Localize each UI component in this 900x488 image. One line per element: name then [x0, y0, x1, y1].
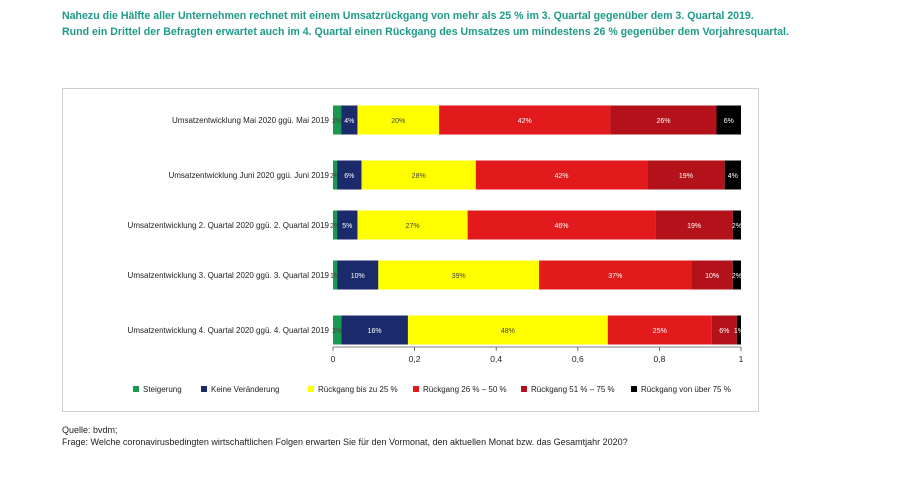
- bar-segment: [407, 315, 608, 345]
- data-label: 48%: [501, 328, 515, 335]
- data-label: 6%: [344, 173, 354, 180]
- data-label: 28%: [412, 173, 426, 180]
- data-label: 19%: [679, 173, 693, 180]
- data-label: 2%: [330, 173, 340, 180]
- bar-segment: [716, 105, 741, 135]
- question-line: Frage: Welche coronavirusbedingten wirts…: [62, 437, 628, 447]
- data-label: 2%: [332, 328, 342, 335]
- bar-segment: [607, 315, 712, 345]
- category-label: Umsatzentwicklung Juni 2020 ggü. Juni 20…: [168, 171, 329, 180]
- data-label: 2%: [332, 118, 342, 125]
- bar-segment: [467, 210, 656, 240]
- x-tick-label: 0,4: [490, 354, 502, 364]
- data-label: 5%: [342, 223, 352, 230]
- x-tick-label: 0: [331, 354, 336, 364]
- bar-segment: [732, 260, 741, 290]
- data-label: 39%: [452, 273, 466, 280]
- bar-segment: [341, 105, 358, 135]
- legend-label: Steigerung: [143, 385, 182, 394]
- data-label: 1%: [330, 273, 340, 280]
- bar-segment: [333, 210, 338, 240]
- headline: Nahezu die Hälfte aller Unternehmen rech…: [62, 8, 882, 40]
- bar-segment: [655, 210, 733, 240]
- legend-swatch: [133, 386, 139, 392]
- data-label: 42%: [518, 118, 532, 125]
- bar-segment: [732, 210, 741, 240]
- x-tick-label: 0,6: [572, 354, 584, 364]
- data-label: 16%: [368, 328, 382, 335]
- data-label: 46%: [554, 223, 568, 230]
- data-label: 2%: [732, 273, 742, 280]
- category-label: Umsatzentwicklung 3. Quartal 2020 ggü. 3…: [128, 271, 330, 280]
- legend-label: Rückgang von über 75 %: [641, 385, 731, 394]
- bar-segment: [357, 210, 468, 240]
- data-label: 25%: [653, 328, 667, 335]
- legend-swatch: [308, 386, 314, 392]
- bar-segment: [333, 160, 338, 190]
- bar-segment: [333, 260, 338, 290]
- legend-label: Rückgang 51 % – 75 %: [531, 385, 615, 394]
- bar-segment: [341, 315, 408, 345]
- data-label: 6%: [724, 118, 734, 125]
- legend-label: Rückgang 26 % – 50 %: [423, 385, 507, 394]
- stacked-bar-chart: Umsatzentwicklung Mai 2020 ggü. Mai 2019…: [128, 105, 744, 394]
- data-label: 26%: [656, 118, 670, 125]
- data-label: 10%: [351, 273, 365, 280]
- category-label: Umsatzentwicklung 4. Quartal 2020 ggü. 4…: [128, 326, 330, 335]
- category-label: Umsatzentwicklung Mai 2020 ggü. Mai 2019: [172, 116, 330, 125]
- source-line: Quelle: bvdm;: [62, 425, 118, 435]
- data-label: 4%: [728, 173, 738, 180]
- bar-segment: [539, 260, 692, 290]
- data-label: 2%: [330, 223, 340, 230]
- bar-segment: [337, 260, 379, 290]
- chart-frame: Umsatzentwicklung Mai 2020 ggü. Mai 2019…: [62, 88, 759, 412]
- legend-swatch: [413, 386, 419, 392]
- bar-segment: [439, 105, 611, 135]
- data-label: 2%: [732, 223, 742, 230]
- data-label: 1%: [734, 328, 744, 335]
- x-tick-label: 1: [739, 354, 744, 364]
- legend-label: Rückgang bis zu 25 %: [318, 385, 398, 394]
- legend-swatch: [201, 386, 207, 392]
- x-tick-label: 0,2: [409, 354, 421, 364]
- legend-swatch: [631, 386, 637, 392]
- bar-segment: [378, 260, 540, 290]
- source-note: Quelle: bvdm; Frage: Welche coronavirusb…: [62, 424, 628, 448]
- data-label: 20%: [391, 118, 405, 125]
- x-tick-label: 0,8: [653, 354, 665, 364]
- bar-segment: [475, 160, 648, 190]
- legend-label: Keine Veränderung: [211, 385, 280, 394]
- bar-segment: [711, 315, 737, 345]
- bar-segment: [333, 105, 342, 135]
- headline-line-2: Rund ein Drittel der Befragten erwartet …: [62, 26, 789, 38]
- bar-segment: [647, 160, 725, 190]
- category-label: Umsatzentwicklung 2. Quartal 2020 ggü. 2…: [128, 221, 330, 230]
- data-label: 10%: [705, 273, 719, 280]
- data-label: 42%: [554, 173, 568, 180]
- bar-segment: [724, 160, 741, 190]
- data-label: 6%: [719, 328, 729, 335]
- data-label: 4%: [344, 118, 354, 125]
- bar-segment: [736, 315, 741, 345]
- bar-segment: [337, 210, 358, 240]
- bar-segment: [337, 160, 362, 190]
- legend-swatch: [521, 386, 527, 392]
- bar-segment: [333, 315, 342, 345]
- bar-segment: [610, 105, 717, 135]
- data-label: 27%: [406, 223, 420, 230]
- headline-line-1: Nahezu die Hälfte aller Unternehmen rech…: [62, 10, 754, 22]
- data-label: 19%: [687, 223, 701, 230]
- bar-segment: [691, 260, 733, 290]
- data-label: 37%: [608, 273, 622, 280]
- bar-segment: [361, 160, 476, 190]
- bar-segment: [357, 105, 440, 135]
